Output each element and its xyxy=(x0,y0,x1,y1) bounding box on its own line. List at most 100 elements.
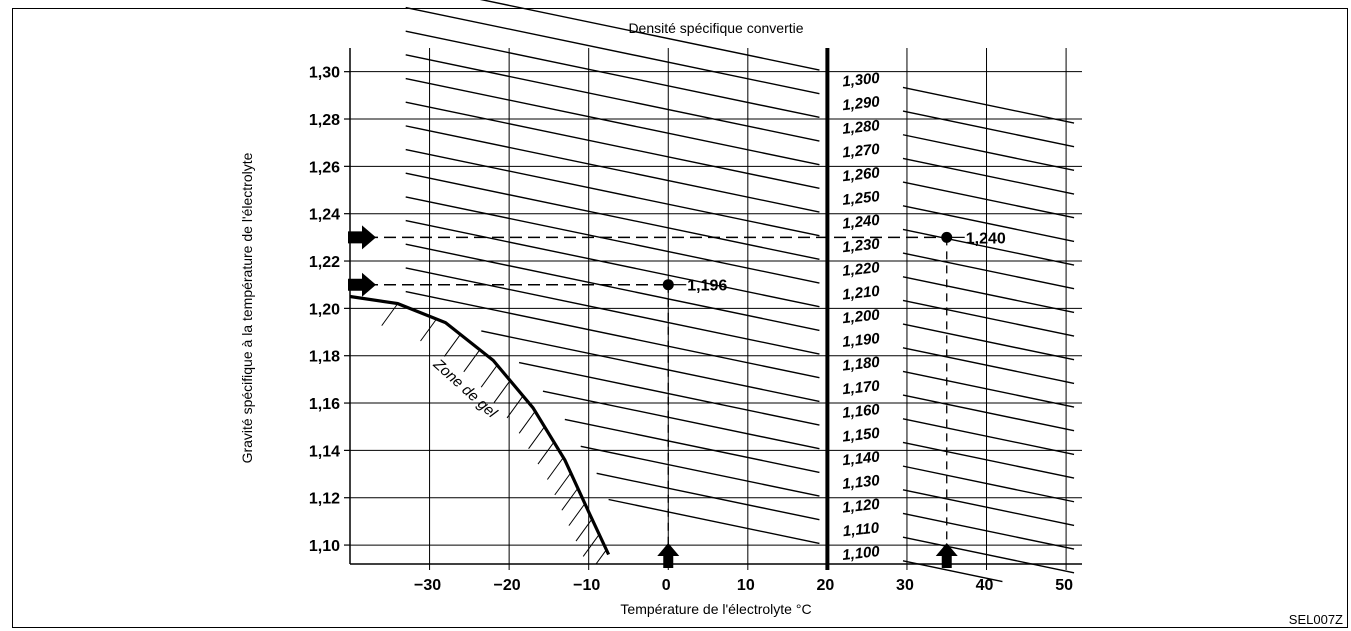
conversion-curve xyxy=(902,489,1075,527)
curve-label: 1,130 xyxy=(841,472,881,493)
conversion-curve xyxy=(902,512,1075,550)
hatch-line xyxy=(506,395,524,419)
example-point xyxy=(662,279,674,291)
x-tick-label: 0 xyxy=(662,577,671,594)
freeze-zone-boundary xyxy=(349,294,611,556)
example-value-label: 1,196 xyxy=(687,278,727,295)
curve-label: 1,240 xyxy=(841,212,881,233)
curve-label: 1,110 xyxy=(842,519,881,540)
conversion-curve xyxy=(902,323,1075,361)
curve-label: 1,280 xyxy=(841,117,881,138)
conversion-curve xyxy=(902,134,1075,172)
x-tick-label: −20 xyxy=(494,577,521,594)
x-tick-label: 50 xyxy=(1055,577,1073,594)
conversion-curve xyxy=(405,30,820,119)
conversion-curve xyxy=(405,196,820,284)
hatch-line xyxy=(561,487,579,511)
y-tick-label: 1,20 xyxy=(309,301,340,318)
conversion-curve xyxy=(405,125,820,213)
hatch-line xyxy=(493,380,511,403)
conversion-curve xyxy=(479,0,820,71)
conversion-curve xyxy=(405,148,820,237)
conversion-curve xyxy=(902,276,1075,314)
hatch-line xyxy=(463,349,481,373)
conversion-curve xyxy=(596,472,820,521)
y-tick-label: 1,14 xyxy=(309,443,340,460)
y-tick-label: 1,10 xyxy=(309,538,340,555)
hatch-line xyxy=(518,411,536,434)
hatch-line xyxy=(554,472,572,496)
conversion-curve xyxy=(405,6,820,95)
conversion-curve xyxy=(902,347,1075,385)
example-layer: 1,196 1,240 xyxy=(348,225,1006,568)
conversion-curve xyxy=(902,228,1075,266)
hatch-line xyxy=(537,441,555,465)
curve-label: 1,290 xyxy=(841,93,881,114)
y-tick-label: 1,24 xyxy=(309,207,340,224)
reference-code: SEL007Z xyxy=(1289,612,1343,627)
conversion-curve xyxy=(405,54,820,142)
conversion-curve xyxy=(902,252,1075,290)
conversion-curve xyxy=(902,418,1075,456)
curve-label: 1,220 xyxy=(841,259,881,280)
hatch-line xyxy=(528,426,545,450)
x-tick-label: 40 xyxy=(976,577,994,594)
hatch-line xyxy=(480,364,498,388)
conversion-curve xyxy=(902,394,1075,432)
freeze-zone-layer: Zone de gel xyxy=(349,294,611,564)
conversion-curve xyxy=(405,77,820,166)
conversion-curve xyxy=(405,101,820,190)
y-tick-label: 1,16 xyxy=(309,396,340,413)
hatch-line xyxy=(575,518,593,542)
curve-label: 1,180 xyxy=(841,354,881,375)
arrow-right-icon xyxy=(348,225,376,250)
conversion-curve xyxy=(405,219,820,308)
curve-label: 1,190 xyxy=(841,330,881,351)
x-tick-label: −30 xyxy=(414,577,441,594)
arrow-right-icon xyxy=(348,272,376,297)
x-axis-title: Température de l'électrolyte °C xyxy=(620,601,811,617)
y-tick-label: 1,28 xyxy=(309,112,340,129)
curve-label: 1,260 xyxy=(841,164,881,185)
conversion-curve xyxy=(902,299,1075,337)
curve-label: 1,120 xyxy=(841,496,881,517)
conversion-curve xyxy=(902,560,1003,583)
conversion-curve xyxy=(564,418,820,474)
conversion-curve xyxy=(902,110,1075,148)
chart-title: Densité spécifique convertie xyxy=(628,20,803,36)
y-tick-label: 1,30 xyxy=(309,65,340,82)
conversion-curve xyxy=(902,181,1075,219)
conversion-curve xyxy=(902,441,1075,479)
freeze-zone-label: Zone de gel xyxy=(429,355,500,422)
conversion-curve xyxy=(580,445,820,497)
example-value-label: 1,240 xyxy=(966,230,1006,247)
x-tick-label: 20 xyxy=(816,577,834,594)
conversion-curve xyxy=(405,267,820,355)
curve-label: 1,210 xyxy=(841,283,881,304)
x-tick-label: 10 xyxy=(737,577,755,594)
hatch-line xyxy=(443,334,461,357)
conversion-curve xyxy=(405,172,820,261)
y-tick-label: 1,18 xyxy=(309,349,340,366)
hatch-line xyxy=(381,303,399,326)
conversion-curve xyxy=(481,330,820,403)
curve-label: 1,170 xyxy=(841,377,881,398)
curve-label: 1,230 xyxy=(841,235,881,256)
arrow-up-icon xyxy=(935,543,958,568)
conversion-curve xyxy=(902,86,1075,124)
y-axis-title: Gravité spécifique à la température de l… xyxy=(239,152,255,463)
y-tick-label: 1,22 xyxy=(309,254,340,271)
example-point xyxy=(941,231,953,243)
tick-layer: 1,10 1,12 1,14 1,16 1,18 1,20 1,22 1,24 1,26 1,28… xyxy=(309,65,1073,594)
conversion-curve xyxy=(608,498,820,545)
y-tick-label: 1,12 xyxy=(309,491,340,508)
conversion-curve xyxy=(902,157,1075,195)
curve-label: 1,140 xyxy=(841,448,881,469)
hatch-line xyxy=(420,318,437,342)
hatch-line xyxy=(568,503,586,526)
curve-label: 1,150 xyxy=(841,425,881,446)
freeze-zone-hatching xyxy=(381,303,607,564)
curve-label: 1,160 xyxy=(841,401,881,422)
x-tick-label: −10 xyxy=(573,577,600,594)
